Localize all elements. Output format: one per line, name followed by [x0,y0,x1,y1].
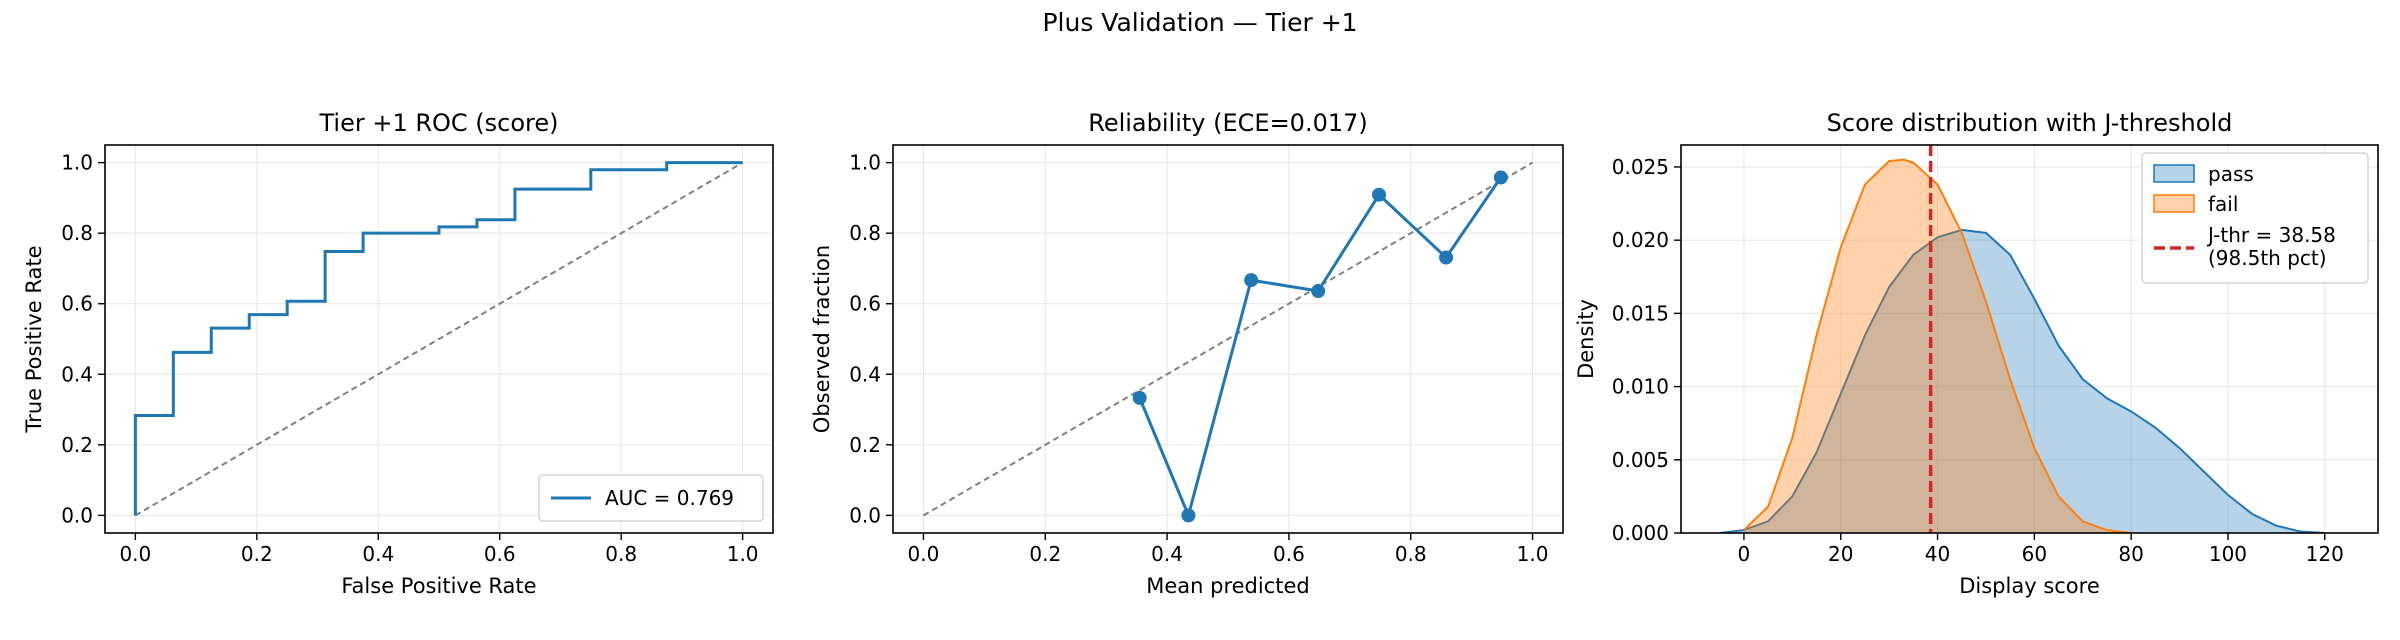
y-tick-label: 0.0 [61,503,93,527]
reliability-point [1372,187,1387,202]
x-tick-label: 0.6 [1273,542,1305,566]
figure-suptitle: Plus Validation — Tier +1 [1042,8,1358,37]
y-axis-label: Observed fraction [810,245,834,433]
x-tick-label: 0.8 [605,542,637,566]
legend-box [538,474,764,522]
plot-area [1719,145,2325,533]
legend-swatch-pass [2153,164,2195,183]
y-tick-label: 0.8 [849,221,881,245]
x-tick-label: 20 [1828,542,1853,566]
reliability-point [1311,284,1326,299]
area-pass [1719,229,2325,533]
chart-title: Reliability (ECE=0.017) [1088,109,1368,137]
legend: pass fail J-thr = 38.58(98.5th pct) [2141,152,2369,284]
reliability-point [1493,170,1508,185]
reliability-point [1181,508,1196,523]
chart-title: Tier +1 ROC (score) [318,109,558,137]
x-axis-label: False Positive Rate [341,574,536,598]
x-tick-label: 1.0 [727,542,759,566]
reliability-line [1138,176,1503,521]
legend-label-fail: fail [2208,192,2238,216]
legend-swatch-fail [2153,194,2195,213]
axes-frame [892,144,1564,534]
reference-diagonal-line [922,161,1534,517]
x-tick-label: 0.8 [1395,542,1427,566]
chart-panel-3: 0 20 40 60 80 100 120 0.000 0.005 0.010 0.015 0.020… [1574,109,2379,598]
y-tick-label: 0.4 [849,362,881,386]
reference-diagonal-line [134,161,744,517]
legend-box [2141,152,2369,284]
x-tick-label: 0.0 [908,542,940,566]
x-tick-label: 0.4 [1151,542,1183,566]
x-tick-label: 0 [1738,542,1751,566]
y-tick-label: 1.0 [61,151,93,175]
y-tick-label: 0.015 [1612,301,1669,325]
reliability-point [1132,390,1147,405]
x-tick-label: 1.0 [1517,542,1549,566]
kde-line-fail [1743,158,2132,533]
x-tick-label: 100 [2209,542,2247,566]
plot-area [133,161,744,517]
y-tick-label: 0.4 [61,362,93,386]
plot-area [922,161,1534,523]
axes-frame [1680,144,2379,534]
y-tick-label: 1.0 [849,151,881,175]
x-tick-label: 0.2 [1029,542,1061,566]
area-fail [1743,159,2132,533]
x-tick-label: 0.4 [362,542,394,566]
chart-panel-2: 0.0 0.2 0.4 0.6 0.8 1.0 0.0 0.2 0.4 0.6 0.8 1.0 Reli… [810,109,1564,598]
y-tick-label: 0.2 [61,433,93,457]
legend-label-threshold-line1: J-thr = 38.58 [2206,223,2336,247]
y-tick-label: 0.020 [1612,228,1669,252]
y-axis-label: True Positive Rate [22,245,46,433]
x-tick-label: 0.2 [241,542,273,566]
y-tick-label: 0.005 [1612,448,1669,472]
chart-title: Score distribution with J-threshold [1827,109,2233,137]
x-tick-label: 0.6 [484,542,516,566]
legend-label: AUC = 0.769 [605,486,734,510]
y-tick-label: 0.000 [1612,521,1669,545]
legend: AUC = 0.769 [538,474,764,522]
y-tick-label: 0.2 [849,433,881,457]
y-axis-label: Density [1574,299,1598,379]
x-tick-label: 60 [2022,542,2047,566]
y-tick-label: 0.010 [1612,375,1669,399]
x-tick-label: 120 [2306,542,2344,566]
y-tick-label: 0.6 [849,292,881,316]
x-axis-label: Mean predicted [1146,574,1310,598]
y-tick-label: 0.8 [61,221,93,245]
legend-label-pass: pass [2208,162,2254,186]
legend-label-threshold-line2: (98.5th pct) [2208,246,2327,270]
y-tick-label: 0.6 [61,292,93,316]
x-tick-label: 80 [2118,542,2143,566]
kde-line-pass [1719,228,2325,533]
x-tick-label: 40 [1925,542,1950,566]
x-axis-label: Display score [1959,574,2100,598]
reliability-point [1244,273,1259,288]
chart-panel-1: 0.0 0.2 0.4 0.6 0.8 1.0 0.0 0.2 0.4 0.6 0.8 1.0 Tier… [22,109,774,598]
y-tick-label: 0.025 [1612,155,1669,179]
roc-curve-line [133,161,743,516]
y-tick-label: 0.0 [849,503,881,527]
x-tick-label: 0.0 [119,542,151,566]
axes-frame [104,144,774,534]
reliability-point [1439,250,1454,265]
